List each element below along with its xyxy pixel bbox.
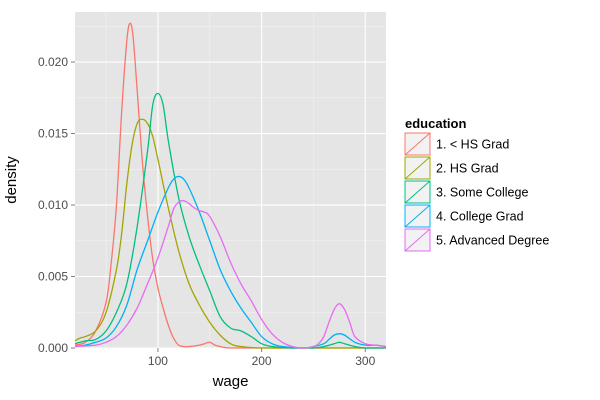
legend-item: 2. HS Grad	[403, 155, 499, 181]
legend-item: 3. Some College	[403, 179, 528, 205]
legend-title: education	[405, 116, 466, 131]
major-gridlines	[75, 12, 386, 349]
legend-key-glyph	[404, 156, 431, 180]
x-axis-ticks: 100 200 300	[148, 348, 376, 368]
legend: education 1. < HS Grad 2. HS Grad 3. Some …	[403, 116, 549, 253]
legend-item: 4. College Grad	[403, 203, 524, 229]
legend-key-outline	[404, 180, 431, 204]
legend-item: 5. Advanced Degree	[403, 227, 549, 253]
legend-key-glyph	[404, 204, 431, 228]
legend-key-glyph	[404, 180, 431, 204]
density-line-2-hs-grad	[74, 118, 386, 349]
y-tick-label: 0.015	[38, 127, 68, 141]
x-tick-label: 200	[252, 354, 272, 368]
density-line-5-advanced-degree	[74, 200, 387, 349]
legend-key-outline	[404, 204, 431, 228]
legend-label: 2. HS Grad	[436, 162, 499, 176]
y-tick-label: 0.010	[38, 198, 68, 212]
density-line-4-college-grad	[74, 175, 387, 349]
x-tick-label: 300	[355, 354, 375, 368]
legend-key-outline	[404, 132, 431, 156]
x-axis-title: wage	[212, 373, 249, 390]
legend-label: 5. Advanced Degree	[436, 234, 549, 248]
legend-item: 1. < HS Grad	[403, 131, 509, 157]
x-tick-label: 100	[148, 354, 168, 368]
legend-key-outline	[404, 228, 431, 252]
legend-key-outline	[404, 156, 431, 180]
legend-key-glyph	[404, 132, 431, 156]
legend-label: 4. College Grad	[436, 210, 524, 224]
density-line-1-hs-grad	[74, 22, 386, 349]
density-line-3-some-college	[74, 92, 386, 349]
legend-key-glyph	[404, 228, 431, 252]
legend-items: 1. < HS Grad 2. HS Grad 3. Some College 4. …	[403, 131, 549, 253]
y-tick-label: 0.005	[38, 270, 68, 284]
series-lines	[74, 22, 387, 349]
legend-label: 1. < HS Grad	[436, 138, 509, 152]
minor-gridlines	[75, 12, 386, 348]
legend-label: 3. Some College	[436, 186, 528, 200]
y-tick-label: 0.000	[38, 341, 68, 355]
y-axis-ticks: 0.000 0.005 0.010 0.015 0.020	[38, 55, 75, 355]
y-tick-label: 0.020	[38, 55, 68, 69]
y-axis-title: density	[3, 156, 20, 204]
